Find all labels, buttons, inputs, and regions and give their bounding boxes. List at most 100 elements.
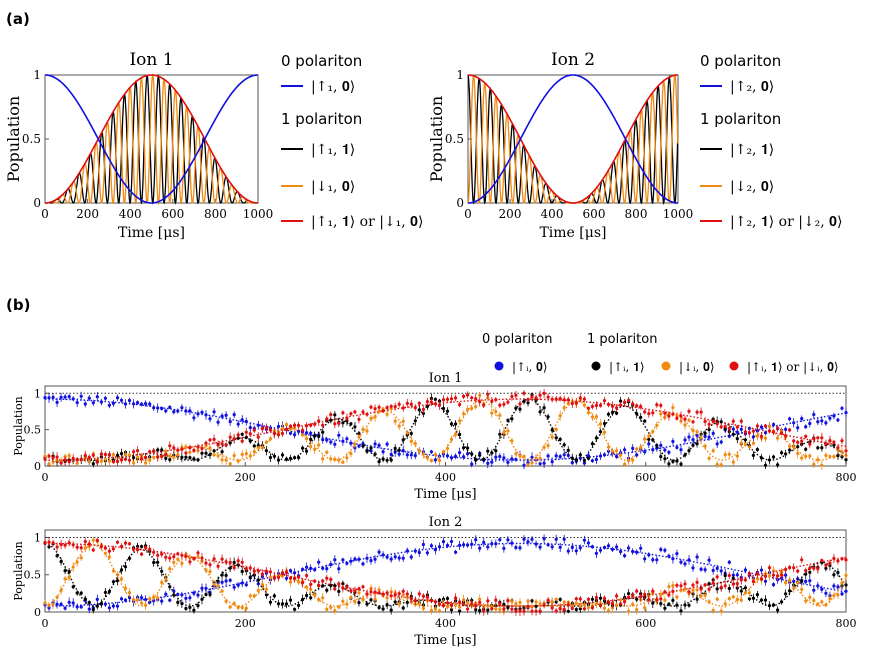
data-point-up0 (788, 417, 792, 421)
data-point-up0 (466, 452, 470, 456)
data-point-up1 (341, 421, 345, 425)
data-point-up1 (671, 598, 675, 603)
data-point-up1 (127, 556, 132, 561)
data-point-down0 (325, 450, 329, 454)
data-point-sum (260, 572, 264, 576)
data-point-up0 (562, 537, 566, 541)
data-point-up1 (220, 450, 224, 454)
data-point-sum (232, 566, 236, 570)
data-point-down0 (232, 602, 236, 606)
data-point-up1 (731, 576, 735, 581)
data-point-up1 (107, 589, 111, 594)
data-point-up0 (115, 396, 120, 400)
data-point-sum (288, 424, 293, 428)
data-point-up0 (168, 598, 172, 602)
data-point-down0 (615, 449, 619, 453)
data-point-up1 (160, 448, 164, 452)
data-point-down0 (631, 458, 635, 462)
data-point-down0 (735, 454, 739, 458)
data-point-sum (51, 456, 55, 460)
data-point-sum (659, 403, 663, 408)
data-point-down0 (727, 597, 731, 601)
data-point-up0 (449, 539, 454, 544)
data-point-up0 (615, 454, 619, 459)
data-point-up0 (232, 585, 236, 589)
data-point-up0 (627, 546, 631, 550)
data-point-up0 (731, 427, 735, 431)
data-point-up1 (381, 607, 385, 611)
data-point-up0 (59, 395, 63, 399)
data-point-up1 (244, 435, 248, 439)
data-point-sum (111, 547, 115, 551)
data-point-sum (792, 439, 796, 443)
data-point-up0 (433, 548, 437, 552)
data-point-up1 (449, 608, 454, 612)
data-point-sum (482, 403, 486, 407)
data-point-up1 (771, 603, 776, 607)
data-point-down0 (582, 603, 587, 607)
data-point-up1 (836, 570, 840, 575)
data-point-down0 (212, 582, 216, 586)
data-point-down0 (747, 591, 752, 595)
data-point-up0 (482, 540, 486, 545)
data-point-up1 (365, 602, 369, 606)
data-point-sum (176, 448, 180, 452)
data-point-up0 (719, 569, 723, 573)
data-point-up0 (103, 602, 107, 606)
data-point-down0 (699, 594, 703, 598)
data-point-up0 (542, 537, 546, 541)
data-point-down0 (623, 462, 627, 466)
data-point-sum (586, 406, 591, 410)
data-point-sum (397, 402, 401, 406)
data-point-up0 (763, 431, 768, 435)
data-point-up1 (67, 570, 71, 574)
data-point-down0 (510, 600, 514, 604)
data-point-up0 (498, 454, 502, 459)
data-point-up1 (788, 589, 792, 593)
data-point-up1 (554, 600, 558, 604)
data-point-down0 (196, 555, 200, 559)
data-point-up0 (321, 566, 325, 570)
plot-frame (44, 529, 847, 613)
data-point-sum (353, 410, 357, 414)
data-point-up1 (844, 583, 848, 587)
data-point-up0 (832, 414, 836, 418)
y-axis-label: Population (12, 396, 25, 455)
data-point-up0 (808, 579, 812, 583)
data-point-down0 (554, 427, 558, 431)
data-point-up0 (413, 454, 417, 458)
data-point-sum (264, 569, 268, 573)
series-line-up0 (45, 74, 258, 204)
data-point-up0 (433, 458, 437, 462)
data-point-up1 (55, 554, 59, 558)
data-point-up0 (675, 552, 679, 556)
data-point-sum (735, 582, 739, 586)
data-point-up1 (140, 544, 144, 549)
data-point-sum (345, 416, 349, 420)
data-point-sum (755, 424, 760, 428)
data-point-up1 (361, 444, 365, 448)
data-point-down0 (280, 426, 285, 430)
data-point-down0 (180, 561, 184, 566)
data-point-down0 (679, 419, 683, 423)
data-point-up0 (321, 438, 325, 442)
data-point-up0 (844, 411, 848, 415)
data-point-down0 (530, 605, 534, 609)
data-point-sum (518, 609, 522, 613)
data-point-sum (228, 435, 232, 439)
data-point-up0 (248, 426, 252, 430)
data-point-up0 (240, 581, 244, 585)
data-point-up0 (631, 446, 635, 450)
data-point-up1 (494, 449, 498, 453)
data-point-up1 (413, 419, 417, 423)
data-point-up0 (590, 459, 595, 463)
data-point-up1 (719, 420, 723, 424)
data-point-sum (369, 590, 373, 594)
data-point-down0 (800, 587, 804, 592)
data-point-down0 (71, 565, 75, 569)
data-point-sum (107, 453, 111, 457)
data-point-sum (743, 578, 748, 582)
x-tick-label: 0 (464, 207, 472, 221)
data-point-sum (91, 453, 95, 457)
data-point-sum (530, 395, 534, 399)
